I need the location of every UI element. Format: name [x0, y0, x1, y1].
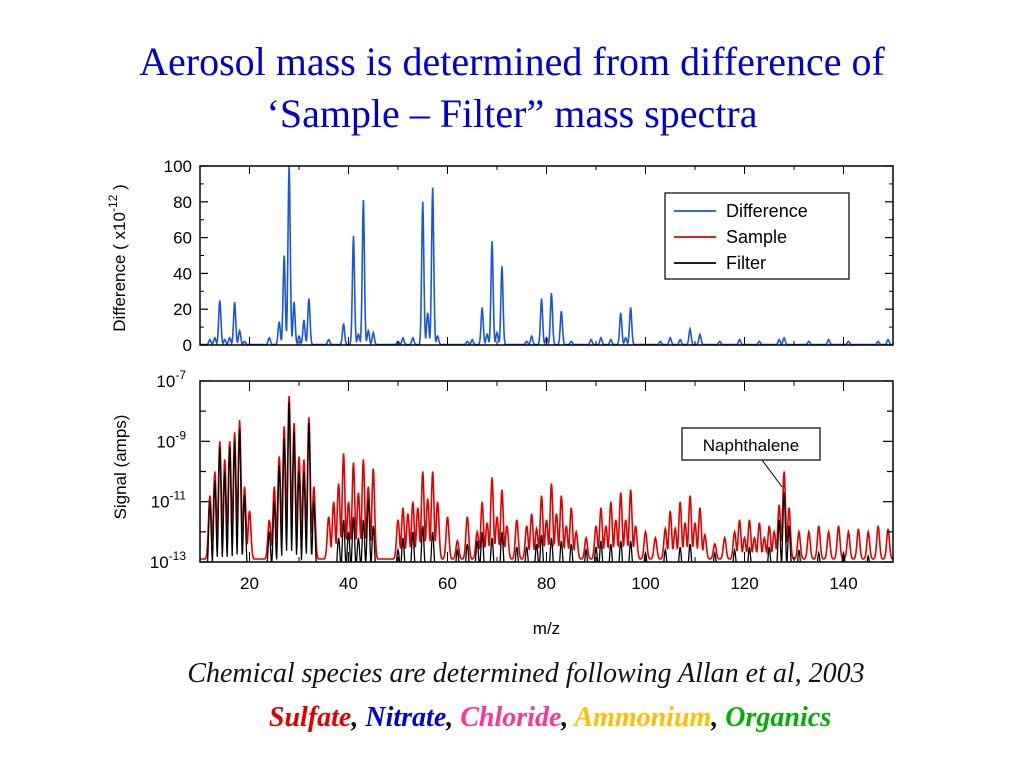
naphthalene-pointer-line	[761, 459, 783, 488]
mass-spectra-chart: 0 20 40 60 80 100 Difference ( x10-12 ) Differe…	[106, 157, 894, 638]
chart-legend: Difference Sample Filter	[664, 192, 850, 280]
y-tick-label: 100	[164, 157, 192, 176]
legend-label-difference: Difference	[726, 201, 808, 221]
y-tick-label: 10-9	[156, 428, 186, 451]
x-axis-label: m/z	[533, 619, 560, 638]
x-tick-label: 140	[829, 574, 857, 593]
legend-box	[664, 192, 850, 280]
naphthalene-label: Naphthalene	[703, 436, 799, 455]
species-separator: ,	[561, 702, 575, 733]
x-tick-label: 20	[240, 574, 259, 593]
species-list: Sulfate, Nitrate, Chloride, Ammonium, Or…	[0, 702, 1024, 734]
slide-title-line-2: ‘Sample – Filter” mass spectra	[266, 91, 758, 136]
y-tick-label: 80	[173, 193, 192, 212]
species-organics: Organics	[725, 702, 832, 733]
species-separator: ,	[711, 702, 726, 733]
x-tick-label: 40	[339, 574, 358, 593]
naphthalene-label-box	[681, 427, 821, 461]
signal-panel: 10-7 10-9 10-11 10-13 20 40 60 80 100 120 140 m/z Si…	[111, 368, 894, 638]
caption: Chemical species are determined followin…	[187, 658, 865, 689]
legend-label-filter: Filter	[726, 253, 766, 273]
slide-title-line-1: Aerosol mass is determined from differen…	[139, 39, 885, 84]
difference-y-axis-label: Difference ( x10-12 )	[106, 184, 129, 331]
species-nitrate: Nitrate	[365, 702, 447, 733]
y-tick-label: 10-13	[150, 549, 187, 572]
x-tick-label: 120	[730, 574, 758, 593]
species-sulfate: Sulfate	[268, 702, 352, 733]
signal-y-axis-label: Signal (amps)	[111, 415, 130, 520]
y-tick-label: 40	[173, 264, 192, 283]
species-separator: ,	[446, 702, 461, 733]
species-ammonium: Ammonium	[574, 702, 712, 733]
x-tick-label: 80	[537, 574, 556, 593]
slide-title: Aerosol mass is determined from differen…	[0, 36, 1024, 140]
y-tick-label: 0	[183, 336, 192, 355]
y-tick-label: 60	[173, 229, 192, 248]
legend-label-sample: Sample	[726, 227, 787, 247]
y-tick-label: 10-7	[156, 368, 186, 391]
x-tick-label: 100	[631, 574, 659, 593]
species-chloride: Chloride	[460, 702, 562, 733]
filter-series-line	[206, 402, 870, 562]
x-tick-label: 60	[438, 574, 457, 593]
difference-panel: 0 20 40 60 80 100 Difference ( x10-12 ) Differe…	[106, 157, 894, 355]
y-tick-label: 20	[173, 300, 192, 319]
y-tick-label: 10-11	[151, 489, 187, 512]
species-separator: ,	[351, 702, 366, 733]
